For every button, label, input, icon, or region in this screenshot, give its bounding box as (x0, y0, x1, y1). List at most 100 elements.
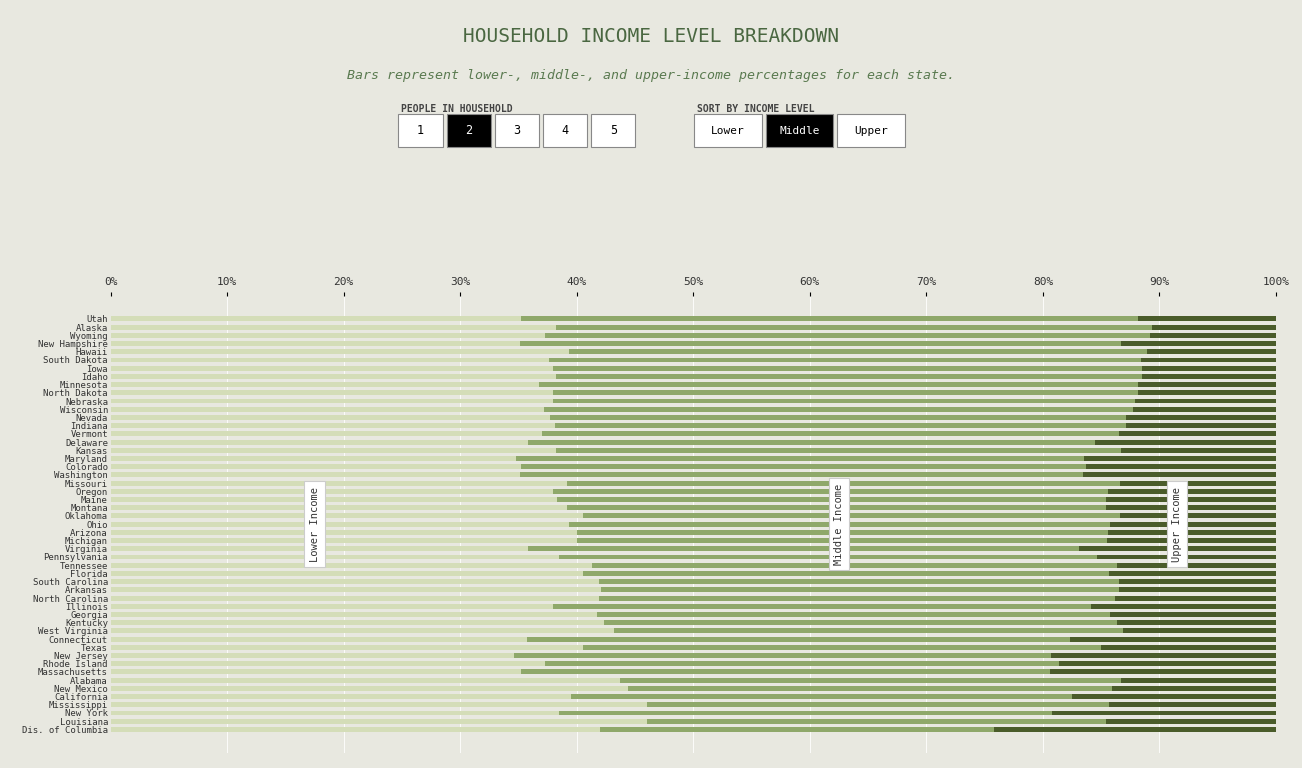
Bar (1052, 710, 1276, 716)
Bar (553, 366, 1142, 371)
Bar (111, 530, 577, 535)
Bar (1142, 366, 1276, 371)
Bar (1121, 341, 1276, 346)
Bar (615, 628, 1124, 634)
Bar (568, 505, 1105, 510)
Bar (1111, 612, 1276, 617)
Bar (1049, 670, 1276, 674)
Text: Upper Income: Upper Income (1172, 487, 1182, 561)
Bar (1135, 399, 1276, 403)
Bar (527, 546, 1079, 551)
Bar (1141, 357, 1276, 362)
Bar (111, 489, 553, 494)
Bar (527, 637, 1070, 641)
Text: 4: 4 (561, 124, 569, 137)
Text: 1: 1 (417, 124, 424, 137)
Bar (1117, 621, 1276, 625)
Text: Lower: Lower (711, 125, 745, 136)
Bar (1118, 588, 1276, 592)
Bar (111, 382, 539, 387)
Bar (1095, 439, 1276, 445)
Bar (111, 399, 553, 403)
Text: Middle Income: Middle Income (835, 484, 844, 564)
Bar (628, 686, 1112, 691)
Text: HOUSEHOLD INCOME LEVEL BREAKDOWN: HOUSEHOLD INCOME LEVEL BREAKDOWN (464, 27, 838, 46)
Bar (111, 702, 647, 707)
Bar (111, 423, 555, 428)
Bar (111, 456, 516, 461)
Bar (1133, 407, 1276, 412)
Bar (1121, 677, 1276, 683)
Bar (111, 432, 542, 436)
Bar (111, 481, 568, 485)
Bar (111, 554, 560, 559)
Bar (596, 612, 1111, 617)
Bar (111, 325, 556, 329)
Bar (111, 653, 514, 658)
Bar (527, 439, 1095, 445)
Bar (553, 604, 1091, 609)
Bar (111, 439, 527, 445)
Bar (1091, 604, 1276, 609)
Bar (111, 333, 546, 338)
Bar (111, 670, 521, 674)
Bar (111, 621, 604, 625)
Bar (600, 727, 993, 732)
Bar (111, 546, 527, 551)
Bar (993, 727, 1276, 732)
Bar (1142, 374, 1276, 379)
Bar (111, 596, 599, 601)
Bar (111, 694, 572, 699)
Bar (111, 521, 569, 527)
Bar (1150, 333, 1276, 338)
Bar (1060, 661, 1276, 666)
Bar (582, 571, 1109, 576)
Bar (111, 538, 577, 543)
Bar (1108, 489, 1276, 494)
Bar (521, 670, 1049, 674)
Bar (1126, 423, 1276, 428)
Bar (111, 357, 549, 362)
Bar (519, 472, 1082, 478)
Bar (111, 628, 615, 634)
Text: Bars represent lower-, middle-, and upper-income percentages for each state.: Bars represent lower-, middle-, and uppe… (348, 69, 954, 82)
Bar (553, 489, 1108, 494)
Bar (556, 374, 1142, 379)
Bar (111, 727, 600, 732)
Bar (1051, 653, 1276, 658)
Bar (1083, 456, 1276, 461)
Bar (553, 399, 1135, 403)
Text: Middle: Middle (779, 125, 820, 136)
Bar (111, 366, 553, 371)
Bar (1124, 628, 1276, 634)
Bar (111, 719, 647, 723)
Bar (1072, 694, 1276, 699)
Bar (1082, 472, 1276, 478)
Bar (602, 588, 1118, 592)
Text: 3: 3 (513, 124, 521, 137)
Bar (544, 407, 1133, 412)
Text: Upper: Upper (854, 125, 888, 136)
Bar (111, 661, 546, 666)
Bar (542, 432, 1118, 436)
Bar (111, 579, 599, 584)
Bar (516, 456, 1083, 461)
Bar (111, 464, 521, 469)
Bar (1121, 448, 1276, 452)
Bar (1112, 686, 1276, 691)
Bar (1086, 464, 1276, 469)
Text: Lower Income: Lower Income (310, 487, 319, 561)
Bar (1126, 415, 1276, 420)
Bar (111, 407, 544, 412)
Bar (1118, 432, 1276, 436)
Bar (111, 374, 556, 379)
Bar (514, 653, 1051, 658)
Bar (1105, 719, 1276, 723)
Bar (546, 661, 1060, 666)
Bar (111, 349, 569, 354)
Bar (560, 554, 1096, 559)
Bar (111, 505, 568, 510)
Bar (1115, 596, 1276, 601)
Bar (1108, 530, 1276, 535)
Bar (111, 497, 557, 502)
